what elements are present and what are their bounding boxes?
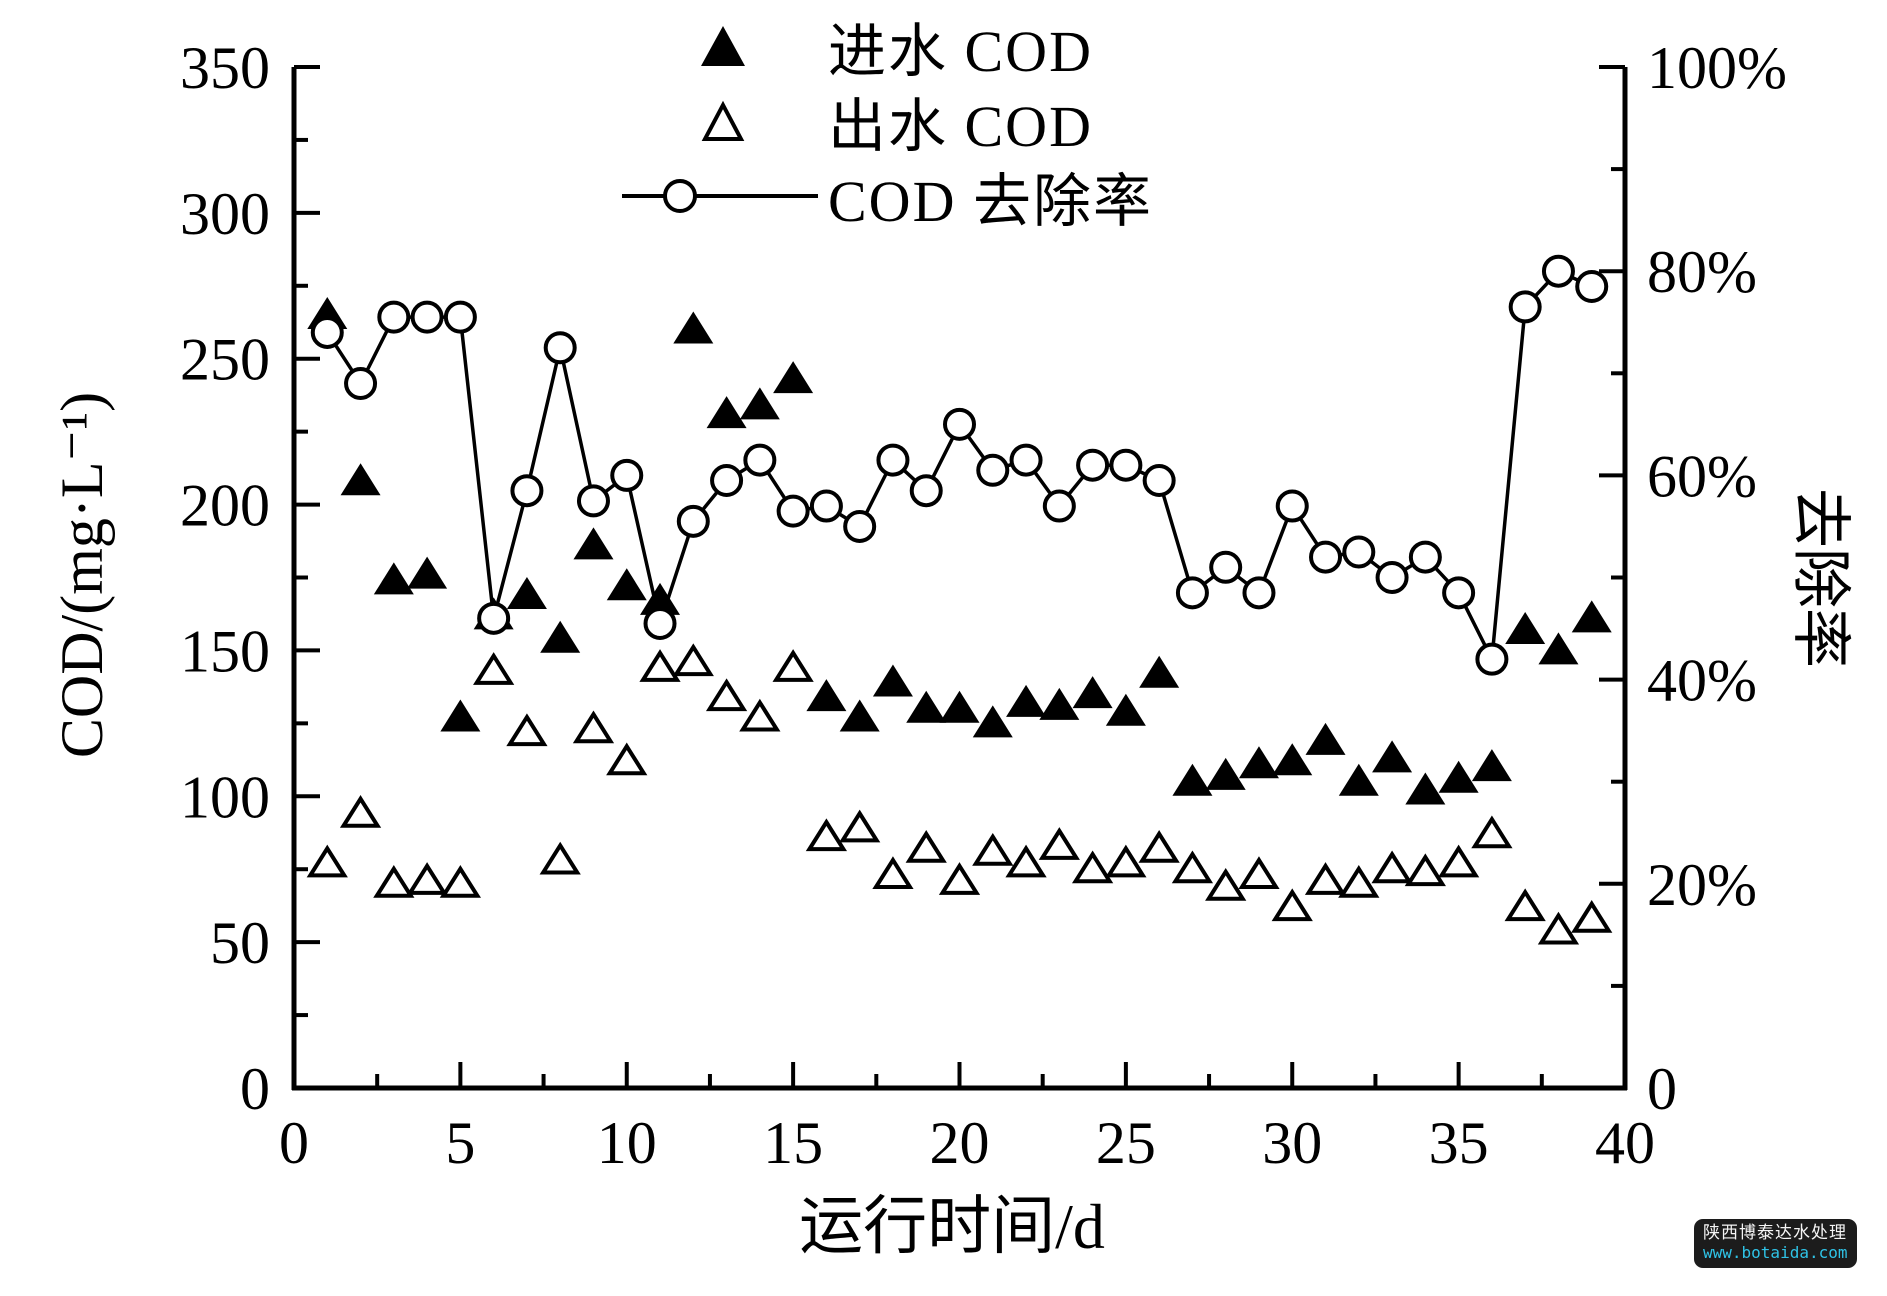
watermark-url[interactable]: www.botaida.com (1703, 1242, 1848, 1262)
left-tick-label: 350 (180, 35, 270, 101)
right-tick-label: 40% (1647, 648, 1757, 714)
legend-item-effluent: 出水 COD (618, 83, 1138, 159)
series-open-triangle (306, 643, 1613, 945)
x-tick-label: 20 (930, 1110, 990, 1176)
filled-triangle-icon (618, 18, 828, 74)
right-axis-title: 去除率 (1787, 488, 1853, 668)
right-tick-label: 20% (1647, 852, 1757, 918)
left-tick-label: 50 (210, 910, 270, 976)
left-tick-label: 0 (240, 1056, 270, 1122)
x-tick-label: 25 (1096, 1110, 1156, 1176)
x-tick-label: 30 (1262, 1110, 1322, 1176)
right-tick-label: 0 (1647, 1056, 1677, 1122)
left-tick-label: 200 (180, 473, 270, 539)
tick-labels: 0 5 10 15 20 25 30 35 40050100150200250300350020… (180, 35, 1787, 1176)
watermark-badge: 陕西博泰达水处理 www.botaida.com (1694, 1219, 1857, 1268)
x-tick-label: 5 (445, 1110, 475, 1176)
legend-label-effluent: 出水 COD (828, 93, 1093, 159)
legend-item-removal: COD 去除率 (618, 158, 1151, 234)
axis-ticks (292, 65, 1627, 1090)
left-tick-label: 300 (180, 181, 270, 247)
x-tick-label: 0 (279, 1110, 309, 1176)
watermark-company: 陕西博泰达水处理 (1703, 1223, 1847, 1243)
left-tick-label: 150 (180, 618, 270, 684)
left-axis-title: COD/(mg·L⁻¹) (49, 392, 115, 758)
series-open-circle (310, 254, 1609, 676)
x-tick-label: 40 (1595, 1110, 1655, 1176)
legend-label-influent: 进水 COD (828, 18, 1093, 84)
circle-line-icon (618, 172, 828, 220)
series-filled-triangle (307, 296, 1612, 805)
right-tick-label: 80% (1647, 239, 1757, 305)
open-triangle-icon (618, 93, 828, 149)
x-tick-label: 35 (1429, 1110, 1489, 1176)
left-tick-label: 100 (180, 764, 270, 830)
legend-item-influent: 进水 COD (618, 8, 1138, 84)
x-axis-title: 运行时间/d (799, 1191, 1105, 1262)
right-tick-label: 100% (1647, 35, 1787, 101)
legend-label-removal: COD 去除率 (828, 168, 1153, 234)
right-tick-label: 60% (1647, 443, 1757, 509)
chart-legend: 进水 COD 出水 COD COD 去除率 (618, 8, 1151, 234)
left-tick-label: 250 (180, 327, 270, 393)
x-tick-label: 15 (763, 1110, 823, 1176)
x-tick-label: 10 (597, 1110, 657, 1176)
